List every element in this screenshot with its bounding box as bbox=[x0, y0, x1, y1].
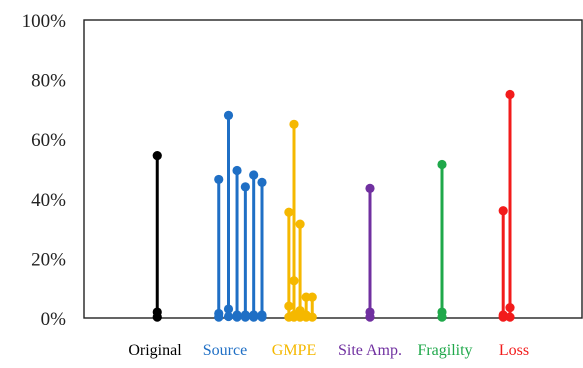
data-point bbox=[505, 89, 515, 100]
category-label: Fragility bbox=[417, 342, 472, 359]
y-tick-label: 0% bbox=[41, 309, 67, 330]
data-point bbox=[152, 150, 162, 161]
data-point bbox=[437, 312, 447, 322]
data-point bbox=[498, 206, 508, 216]
data-point bbox=[437, 159, 447, 170]
data-point bbox=[240, 312, 250, 322]
data-point bbox=[295, 219, 305, 229]
data-point bbox=[505, 302, 515, 313]
data-point bbox=[214, 174, 224, 185]
data-point bbox=[365, 183, 375, 193]
category-label: Loss bbox=[499, 342, 529, 359]
data-point bbox=[223, 311, 234, 322]
data-point bbox=[284, 301, 294, 311]
axes-group: 0% 20% 40% 60% 80% 100% bbox=[22, 11, 583, 330]
data-point bbox=[257, 177, 267, 188]
data-point bbox=[240, 182, 250, 192]
data-point bbox=[289, 119, 299, 129]
stems-group bbox=[152, 89, 515, 322]
data-point bbox=[232, 165, 242, 176]
y-tick-label: 60% bbox=[31, 130, 66, 151]
category-labels: Original Source GMPE Site Amp. Fragility Loss bbox=[128, 342, 529, 359]
y-tick-label: 20% bbox=[31, 249, 66, 270]
data-point bbox=[289, 276, 299, 286]
data-point bbox=[249, 170, 259, 180]
category-label: GMPE bbox=[272, 342, 316, 359]
data-point bbox=[152, 312, 162, 322]
data-point bbox=[498, 312, 508, 322]
data-point bbox=[284, 207, 294, 217]
data-point bbox=[307, 312, 317, 322]
data-point bbox=[223, 110, 234, 120]
y-tick-label: 100% bbox=[22, 11, 67, 32]
data-point bbox=[505, 312, 515, 322]
data-point bbox=[307, 292, 317, 302]
data-point bbox=[249, 312, 259, 322]
y-tick-label: 80% bbox=[31, 71, 66, 92]
data-point bbox=[223, 304, 234, 314]
category-label: Original bbox=[128, 342, 182, 359]
category-label: Source bbox=[203, 342, 247, 359]
data-point bbox=[365, 312, 375, 322]
data-point bbox=[257, 312, 267, 322]
y-tick-label: 40% bbox=[31, 190, 66, 211]
plot-frame bbox=[83, 19, 583, 319]
category-label: Site Amp. bbox=[338, 342, 402, 359]
data-point bbox=[232, 312, 242, 322]
data-point bbox=[214, 312, 224, 322]
